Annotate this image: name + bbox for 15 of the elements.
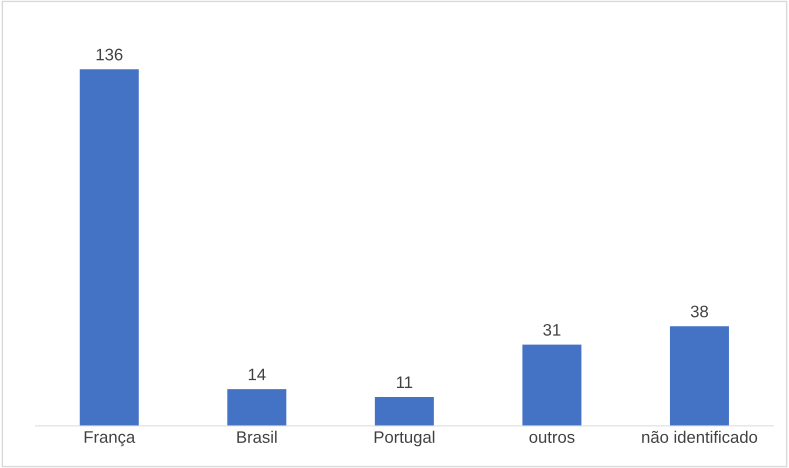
- bar: [522, 344, 582, 426]
- bar: [80, 69, 139, 426]
- bar: [670, 326, 729, 426]
- bar: [374, 397, 434, 426]
- data-label: 31: [543, 324, 560, 336]
- bar: [227, 389, 286, 426]
- x-tick-label: França: [84, 431, 136, 446]
- data-label: 11: [396, 376, 412, 388]
- data-label: 38: [690, 306, 708, 318]
- data-label: 14: [248, 368, 266, 380]
- x-tick-label: Brasil: [237, 430, 277, 443]
- data-label: 136: [96, 48, 122, 60]
- x-tick-label: outros: [529, 432, 574, 443]
- x-tick-label: Portugal: [374, 430, 434, 446]
- x-tick-label: não identificado: [642, 430, 758, 443]
